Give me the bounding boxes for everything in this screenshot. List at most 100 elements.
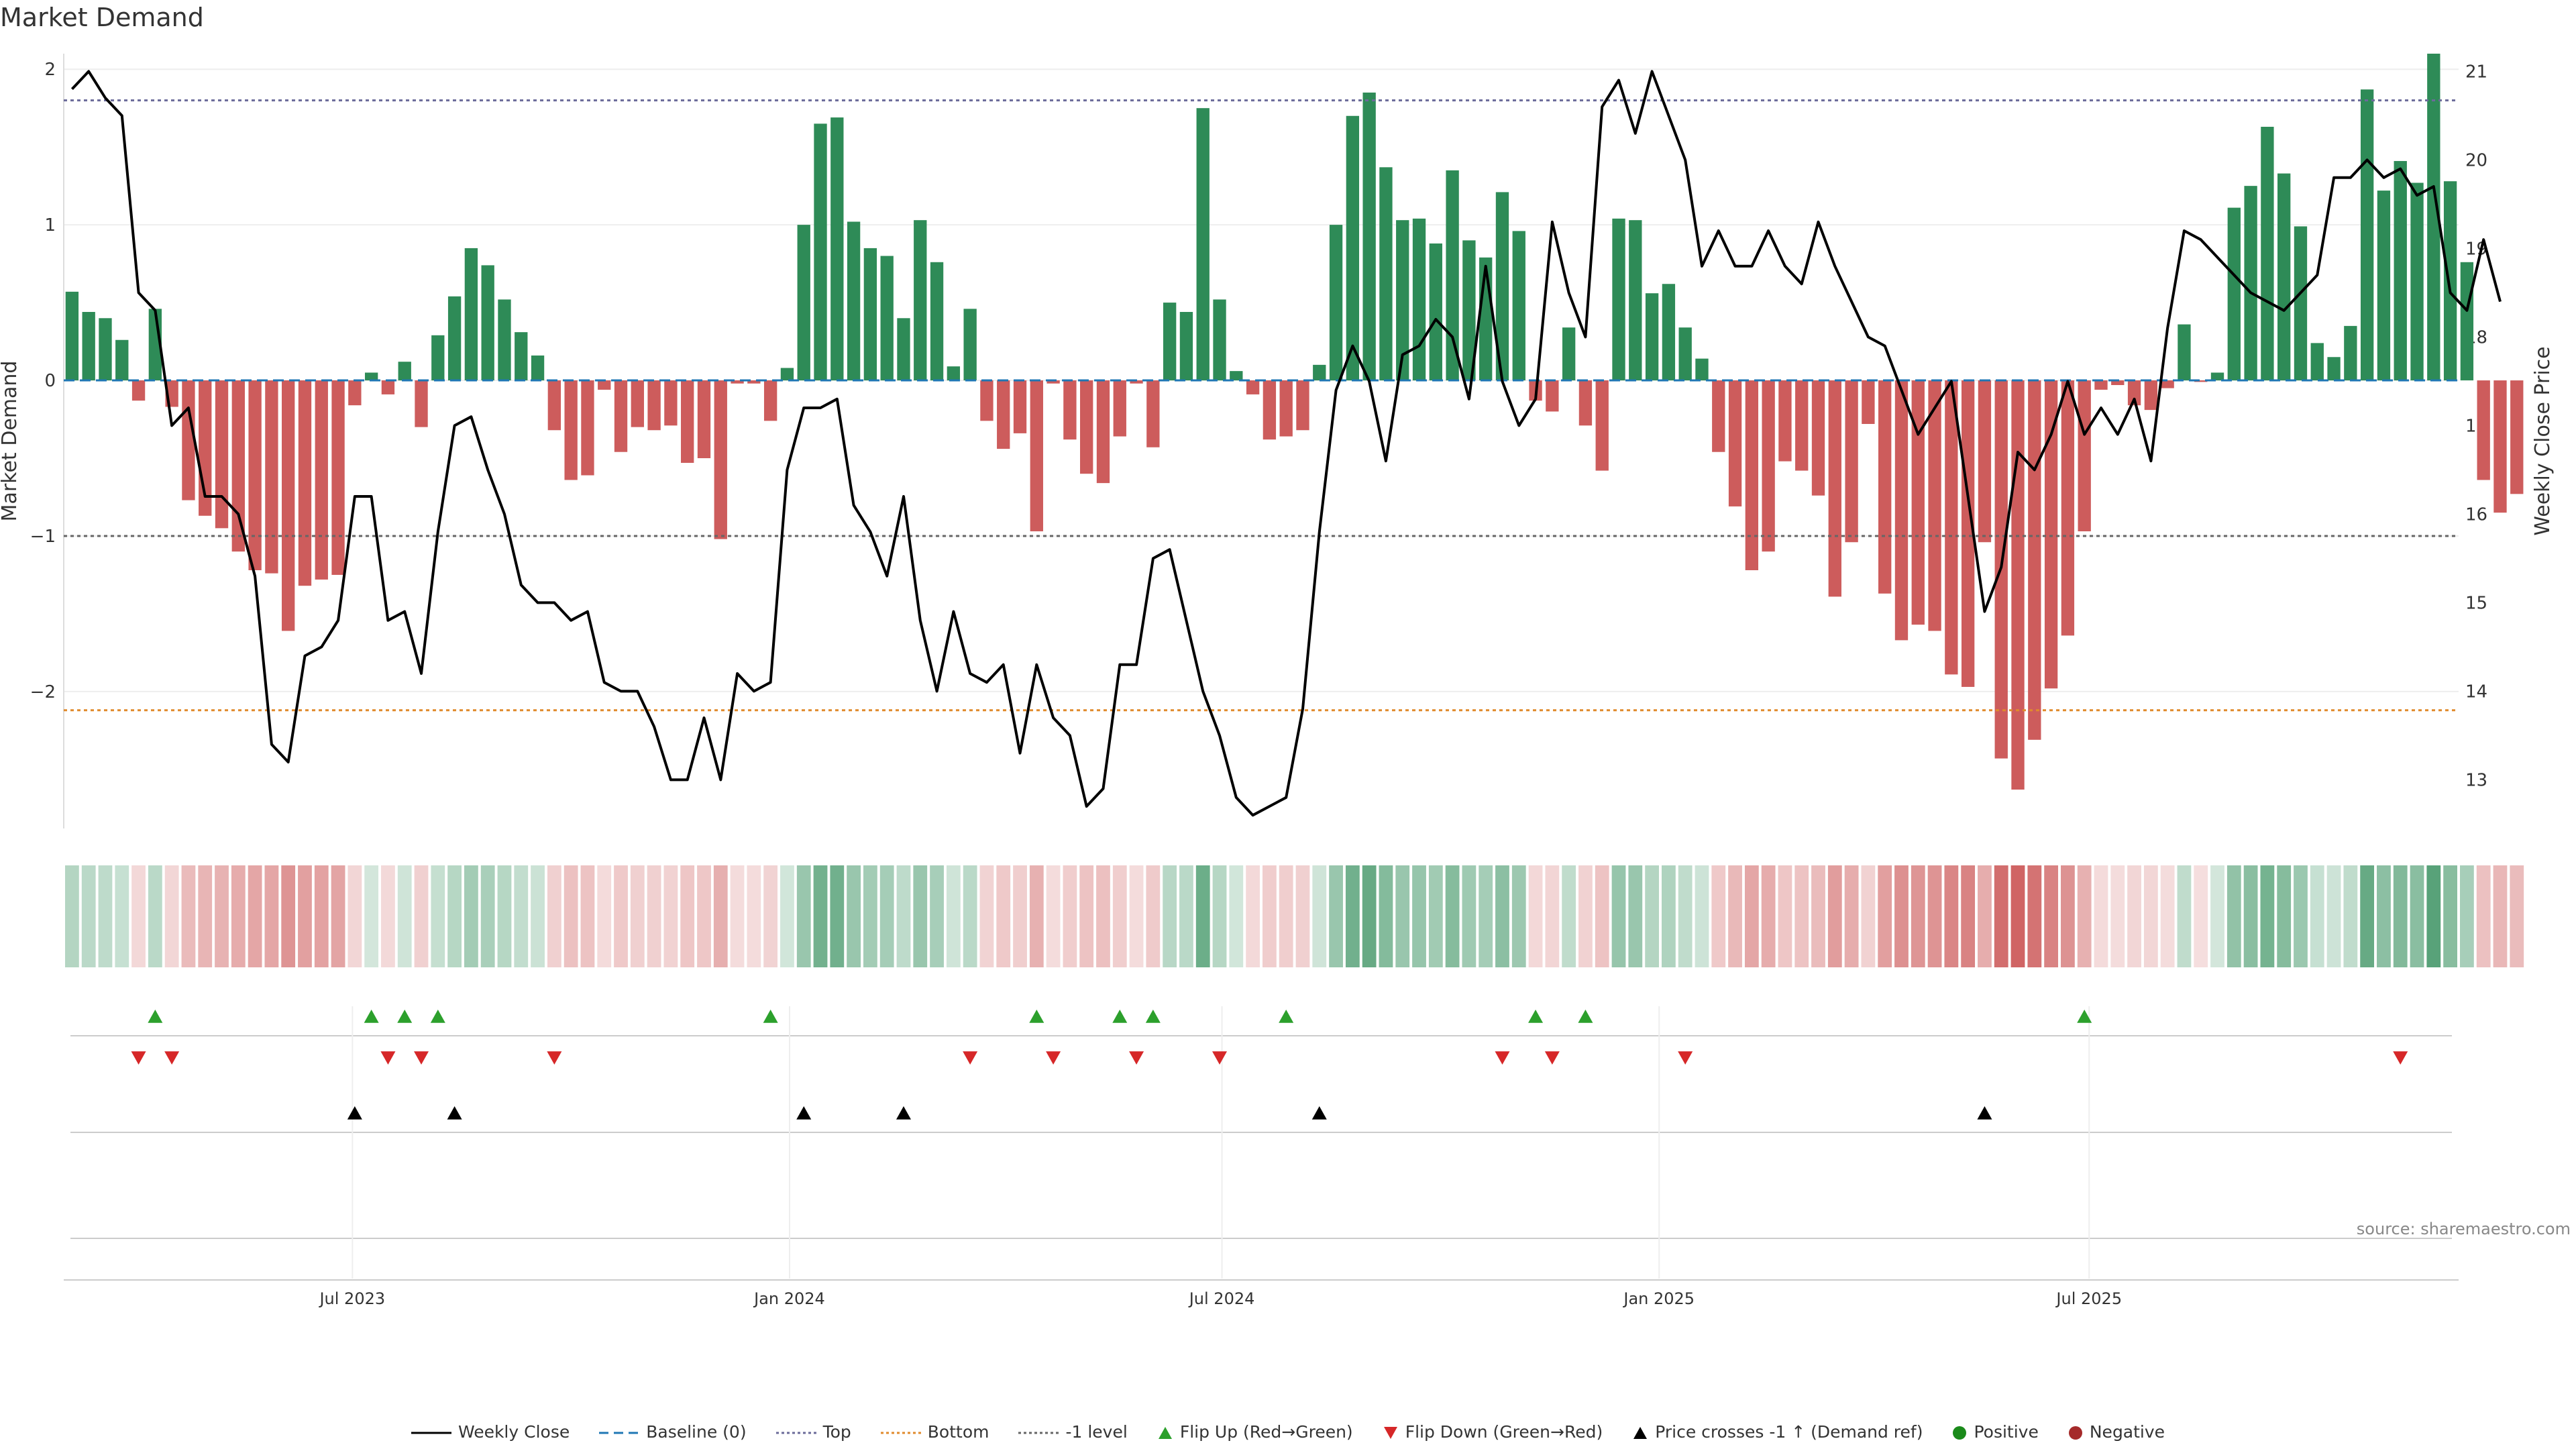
demand-bar: [830, 117, 844, 381]
heat-cell: [2443, 865, 2457, 967]
legend-label: Flip Down (Green→Red): [1405, 1421, 1603, 1442]
heat-cell: [1695, 865, 1709, 967]
demand-bar: [614, 380, 628, 452]
heat-cell: [464, 865, 478, 967]
heat-cell: [1495, 865, 1509, 967]
demand-bar: [1013, 380, 1027, 433]
demand-bar: [1745, 380, 1759, 570]
x-tick-label: Jan 2025: [1622, 1289, 1695, 1308]
legend-label: Price crosses -1 ↑ (Demand ref): [1655, 1421, 1923, 1442]
legend-item-line: Weekly Close: [411, 1422, 570, 1442]
y-axis-label: Market Demand: [0, 361, 21, 522]
demand-bar: [2277, 173, 2291, 381]
demand-bar: [1911, 380, 1925, 625]
flip-up-marker: [397, 1010, 413, 1023]
heat-cell: [2493, 865, 2508, 967]
heat-cell: [564, 865, 578, 967]
demand-bar: [897, 318, 910, 381]
heat-cell: [730, 865, 745, 967]
heat-cell: [1711, 865, 1726, 967]
demand-bar: [231, 380, 245, 552]
heat-cell: [447, 865, 462, 967]
heat-cell: [1811, 865, 1825, 967]
x-tick-label: Jul 2023: [318, 1289, 385, 1308]
demand-bar: [1695, 358, 1709, 381]
heat-cell: [614, 865, 628, 967]
demand-bar: [1612, 218, 1625, 381]
flip-down-marker: [963, 1051, 978, 1065]
demand-bar: [447, 296, 462, 381]
demand-bar: [747, 380, 761, 384]
heat-cell: [1994, 865, 2008, 967]
demand-bar: [298, 380, 312, 586]
heat-cell: [1827, 865, 1842, 967]
demand-bar: [997, 380, 1010, 449]
heat-cell: [1079, 865, 1094, 967]
demand-bar: [1495, 192, 1509, 381]
demand-bar: [1113, 380, 1126, 437]
heat-cell: [81, 865, 96, 967]
heat-cell: [480, 865, 495, 967]
heat-cell: [747, 865, 761, 967]
demand-bar: [2360, 89, 2374, 381]
heat-cell: [181, 865, 196, 967]
demand-bar: [2028, 380, 2041, 740]
heat-cell: [1379, 865, 1393, 967]
heat-cell: [663, 865, 678, 967]
heat-cell: [2061, 865, 2075, 967]
heat-cell: [115, 865, 129, 967]
demand-bar: [2344, 325, 2357, 381]
demand-bar: [1562, 327, 1576, 381]
demand-bar: [1811, 380, 1825, 496]
heat-cell: [1562, 865, 1576, 967]
demand-bar: [1080, 380, 1093, 474]
demand-bar: [315, 380, 328, 580]
demand-bar: [348, 380, 362, 406]
demand-bar: [248, 380, 262, 570]
heat-cell: [248, 865, 262, 967]
heat-cell: [1395, 865, 1410, 967]
demand-bar: [763, 380, 777, 421]
demand-bar: [930, 262, 944, 381]
legend-item-down: Flip Down (Green→Red): [1383, 1422, 1603, 1442]
heat-cell: [1345, 865, 1360, 967]
price-cross-marker: [1311, 1106, 1327, 1120]
demand-bar: [2144, 380, 2158, 411]
demand-bar: [2044, 380, 2058, 689]
demand-bar: [131, 380, 146, 401]
demand-bar: [631, 380, 644, 427]
heat-cell: [1911, 865, 1925, 967]
demand-bar: [1862, 380, 1875, 424]
demand-bar: [1412, 218, 1426, 381]
demand-bar: [464, 248, 478, 381]
heat-cell: [2010, 865, 2025, 967]
demand-bar: [647, 380, 661, 431]
heat-cell: [2510, 865, 2524, 967]
heat-cell: [680, 865, 695, 967]
legend-label: Positive: [1974, 1421, 2039, 1442]
demand-bar: [963, 309, 977, 381]
heat-cell: [2160, 865, 2175, 967]
heat-cell: [2426, 865, 2441, 967]
heat-cell: [879, 865, 894, 967]
demand-bar: [1146, 380, 1160, 447]
heat-cell: [2310, 865, 2324, 967]
demand-bar: [1828, 380, 1841, 597]
heat-cell: [1279, 865, 1293, 967]
demand-bar: [2427, 54, 2440, 381]
legend-item-cross: Price crosses -1 ↑ (Demand ref): [1632, 1422, 1923, 1442]
demand-bar: [2094, 380, 2108, 390]
demand-bar: [1063, 380, 1077, 440]
y-tick-label: −1: [30, 527, 56, 547]
flip-up-marker: [430, 1010, 445, 1023]
flip-down-marker: [414, 1051, 429, 1065]
heat-cell: [514, 865, 529, 967]
demand-bar: [2327, 357, 2341, 381]
demand-bar: [498, 299, 511, 381]
flip-up-marker: [2077, 1010, 2092, 1023]
heat-cell: [1511, 865, 1526, 967]
flip-down-marker: [1129, 1051, 1144, 1065]
demand-bar: [1645, 293, 1659, 381]
demand-bar: [1296, 380, 1309, 431]
heat-cell: [1462, 865, 1477, 967]
